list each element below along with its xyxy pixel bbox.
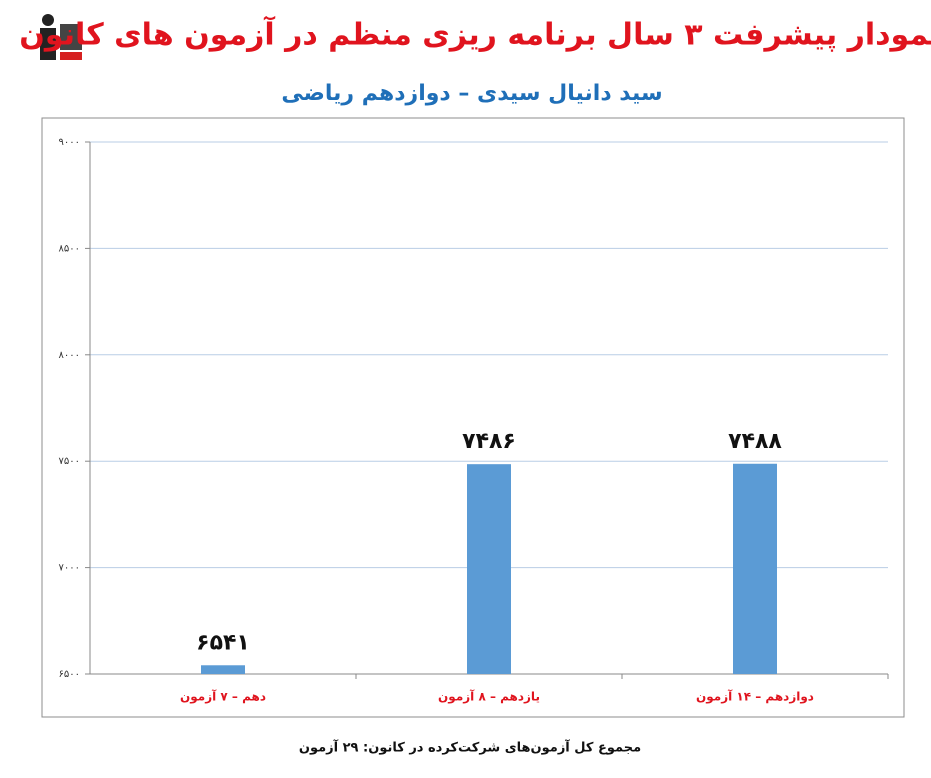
y-tick-label: ۹۰۰۰ <box>59 137 80 148</box>
x-tick-label: یازدهم – ۸ آزمون <box>438 689 540 705</box>
logo <box>34 10 84 66</box>
footnote: مجموع کل آزمون‌های شرکت‌کرده در کانون: ۲… <box>299 739 641 756</box>
y-tick-label: ۸۵۰۰ <box>59 243 80 254</box>
x-tick-label: دهم – ۷ آزمون <box>180 689 266 705</box>
x-tick-label: دوازدهم – ۱۴ آزمون <box>696 689 814 705</box>
y-tick-label: ۷۵۰۰ <box>59 456 80 467</box>
y-tick-label: ۷۰۰۰ <box>59 563 80 574</box>
data-label: ۶۵۴۱ <box>196 630 250 655</box>
bar <box>467 464 511 674</box>
data-label: ۷۴۸۶ <box>462 429 516 454</box>
chart-title: نمودار پیشرفت ۳ سال برنامه ریزی منظم در … <box>19 16 931 53</box>
bar <box>733 463 777 674</box>
bar <box>201 665 245 674</box>
y-tick-label: ۸۰۰۰ <box>59 350 80 361</box>
chart-subtitle: سید دانیال سیدی – دوازدهم ریاضی <box>281 81 662 106</box>
data-label: ۷۴۸۸ <box>728 429 782 454</box>
plot-frame <box>41 117 905 718</box>
y-tick-label: ۶۵۰۰ <box>59 669 80 680</box>
